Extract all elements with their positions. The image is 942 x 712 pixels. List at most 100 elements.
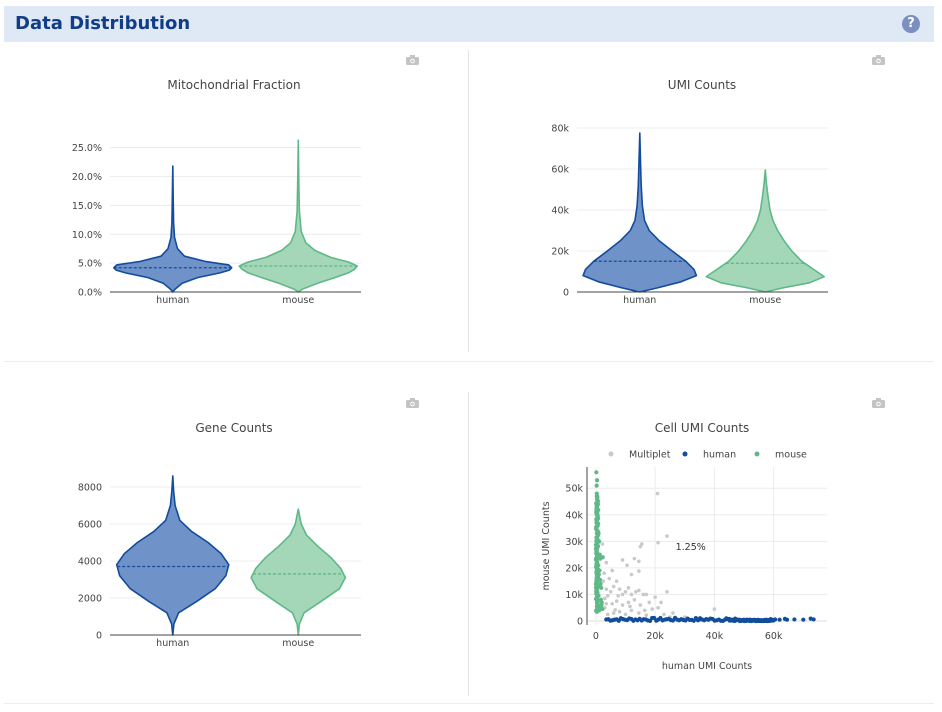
point-human [773, 617, 778, 622]
point-multiplet [616, 593, 620, 598]
point-multiplet [600, 542, 605, 546]
x-tick-label: mouse [749, 295, 781, 306]
point-multiplet [604, 560, 609, 565]
section-title: Data Distribution [15, 13, 191, 34]
gene-counts-panel: Gene Counts 0 2000 4000 6000 8000 human mouse [0, 389, 468, 703]
point-multiplet [617, 609, 622, 614]
point-mouse [594, 518, 600, 523]
point-multiplet [644, 613, 649, 617]
legend-label: human [703, 450, 736, 461]
y-tick-label: 40k [551, 206, 569, 217]
y-tick-label: 30k [565, 537, 583, 548]
y-tick-label: 4000 [78, 556, 102, 567]
chart-title: Gene Counts [195, 421, 273, 435]
point-multiplet [662, 612, 666, 617]
point-mouse [597, 552, 602, 557]
point-multiplet [601, 579, 606, 583]
point-mouse [597, 568, 602, 573]
x-tick-label: mouse [282, 638, 314, 649]
y-tick-label: 0 [563, 288, 569, 299]
point-multiplet [611, 584, 616, 589]
point-human [737, 617, 742, 622]
y-tick-label: 10k [565, 590, 583, 601]
legend-marker-human [682, 451, 688, 457]
point-mouse [597, 608, 602, 613]
y-tick-label: 0 [577, 617, 583, 628]
point-multiplet [638, 603, 643, 607]
cell-umi-counts-panel: Cell UMI Counts 0 10k 20k 30k 40k 50k 0 20k 40k 6… [469, 389, 935, 703]
point-multiplet [647, 600, 652, 605]
point-mouse [595, 523, 600, 528]
point-multiplet [650, 607, 654, 611]
violin-human [582, 132, 698, 293]
y-tick-label: 6000 [78, 519, 102, 530]
mito-fraction-chart: 0.0% 5.0% 10.0% 15.0% 20.0% 25.0% human mouse [72, 139, 361, 306]
camera-icon[interactable] [406, 55, 419, 65]
point-multiplet [626, 600, 631, 605]
point-multiplet [617, 587, 622, 591]
point-multiplet [610, 601, 614, 606]
panel-divider-vertical [468, 50, 469, 352]
point-mouse [594, 478, 600, 483]
umi-counts-chart: 0 20k 40k 60k 80k human mouse [551, 124, 828, 306]
point-mouse [599, 602, 604, 608]
point-human [753, 617, 758, 623]
umi-counts-panel: UMI Counts 0 20k 40k 60k 80k human mouse [469, 46, 935, 360]
point-mouse [595, 544, 600, 549]
point-mouse [597, 539, 602, 544]
point-multiplet [623, 590, 628, 594]
point-multiplet [607, 576, 612, 581]
point-multiplet [637, 588, 641, 593]
point-multiplet [637, 611, 641, 615]
legend-label: Multiplet [629, 450, 671, 461]
y-axis-title: mouse UMI Counts [541, 501, 552, 590]
point-mouse [598, 581, 603, 586]
camera-icon[interactable] [872, 55, 885, 65]
point-human [747, 617, 753, 622]
point-multiplet [640, 542, 644, 546]
point-multiplet [628, 604, 632, 609]
chart-title: Mitochondrial Fraction [167, 78, 301, 92]
point-mouse [597, 577, 603, 582]
point-multiplet [620, 558, 625, 562]
point-human [741, 617, 747, 623]
point-multiplet [602, 571, 606, 576]
point-multiplet [602, 596, 607, 601]
y-tick-label: 0 [96, 631, 102, 642]
y-tick-label: 50k [565, 484, 583, 495]
point-multiplet [623, 612, 628, 617]
x-tick-label: 20k [646, 631, 664, 642]
y-tick-label: 20.0% [72, 172, 102, 183]
camera-icon[interactable] [406, 398, 419, 408]
mito-fraction-panel: Mitochondrial Fraction 0.0% 5.0% 10.0% 15.0… [0, 46, 468, 360]
point-human [764, 617, 769, 622]
point-multiplet [608, 590, 613, 594]
y-tick-label: 40k [565, 510, 583, 521]
point-multiplet [632, 597, 637, 602]
y-tick-label: 2000 [78, 593, 102, 604]
point-human [768, 617, 773, 622]
point-multiplet [671, 611, 675, 615]
point-human [784, 617, 790, 622]
point-mouse [599, 585, 604, 590]
question-circle-icon[interactable]: ? [902, 15, 920, 33]
y-tick-label: 20k [565, 563, 583, 574]
point-human [792, 617, 797, 622]
legend-label: mouse [775, 450, 807, 461]
panel-divider-horizontal [4, 361, 934, 362]
y-tick-label: 60k [551, 165, 569, 176]
point-multiplet [637, 569, 641, 573]
x-tick-label: human [156, 638, 189, 649]
annotation-label: 1.25% [676, 542, 706, 553]
camera-icon[interactable] [872, 398, 885, 408]
point-multiplet [626, 586, 631, 590]
point-multiplet [629, 592, 634, 597]
point-mouse [600, 555, 605, 560]
point-mouse [595, 502, 601, 507]
point-multiplet [634, 590, 638, 594]
y-tick-label: 15.0% [72, 201, 102, 212]
y-tick-label: 10.0% [72, 230, 102, 241]
y-tick-label: 25.0% [72, 143, 102, 154]
point-multiplet [653, 595, 657, 599]
point-multiplet [655, 491, 660, 496]
